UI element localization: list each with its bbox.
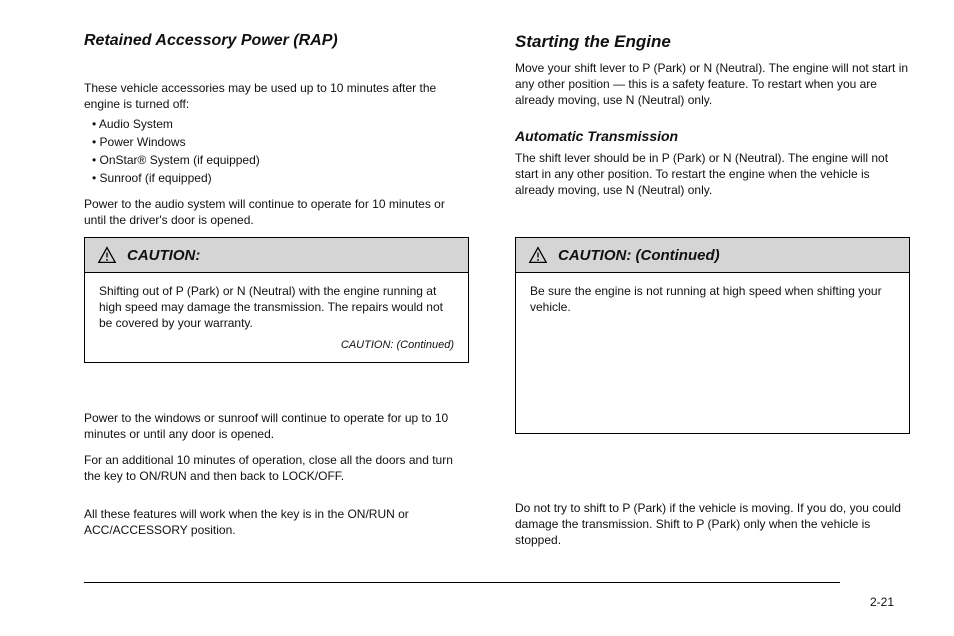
starting-paragraph-1: Move your shift lever to P (Park) or N (… bbox=[515, 60, 910, 109]
caution-box-right: CAUTION: (Continued) Be sure the engine … bbox=[515, 237, 910, 434]
warning-triangle-icon bbox=[97, 246, 117, 264]
footer-rule bbox=[84, 582, 840, 583]
rap-paragraph-3: Power to the windows or sunroof will con… bbox=[84, 410, 469, 442]
caution-box-left: CAUTION: Shifting out of P (Park) or N (… bbox=[84, 237, 469, 363]
rap-paragraph-1: These vehicle accessories may be used up… bbox=[84, 80, 469, 112]
page-number: 2-21 bbox=[870, 595, 894, 609]
heading-automatic-transmission: Automatic Transmission bbox=[515, 128, 678, 144]
caution-left-label: CAUTION: bbox=[127, 247, 200, 264]
warning-triangle-icon bbox=[528, 246, 548, 264]
caution-right-label: CAUTION: (Continued) bbox=[558, 247, 720, 264]
caution-left-text: Shifting out of P (Park) or N (Neutral) … bbox=[99, 283, 454, 332]
rap-list-item-3: • OnStar® System (if equipped) bbox=[92, 152, 462, 168]
at-paragraph-2: Do not try to shift to P (Park) if the v… bbox=[515, 500, 910, 549]
rap-list-item-4: • Sunroof (if equipped) bbox=[92, 170, 462, 186]
rap-paragraph-4: For an additional 10 minutes of operatio… bbox=[84, 452, 469, 484]
caution-right-header: CAUTION: (Continued) bbox=[516, 238, 909, 273]
heading-rap: Retained Accessory Power (RAP) bbox=[84, 32, 338, 50]
caution-left-continued: CAUTION: (Continued) bbox=[99, 338, 454, 353]
rap-list-item-1: • Audio System bbox=[92, 116, 462, 132]
heading-starting-engine: Starting the Engine bbox=[515, 32, 671, 52]
caution-left-header: CAUTION: bbox=[85, 238, 468, 273]
rap-list-item-2: • Power Windows bbox=[92, 134, 462, 150]
rap-paragraph-5: All these features will work when the ke… bbox=[84, 506, 469, 538]
caution-left-body: Shifting out of P (Park) or N (Neutral) … bbox=[85, 273, 468, 362]
caution-right-text: Be sure the engine is not running at hig… bbox=[530, 283, 895, 315]
at-paragraph-1: The shift lever should be in P (Park) or… bbox=[515, 150, 910, 199]
caution-right-body: Be sure the engine is not running at hig… bbox=[516, 273, 909, 433]
rap-paragraph-2: Power to the audio system will continue … bbox=[84, 196, 469, 228]
document-page: Retained Accessory Power (RAP) These veh… bbox=[0, 0, 954, 636]
